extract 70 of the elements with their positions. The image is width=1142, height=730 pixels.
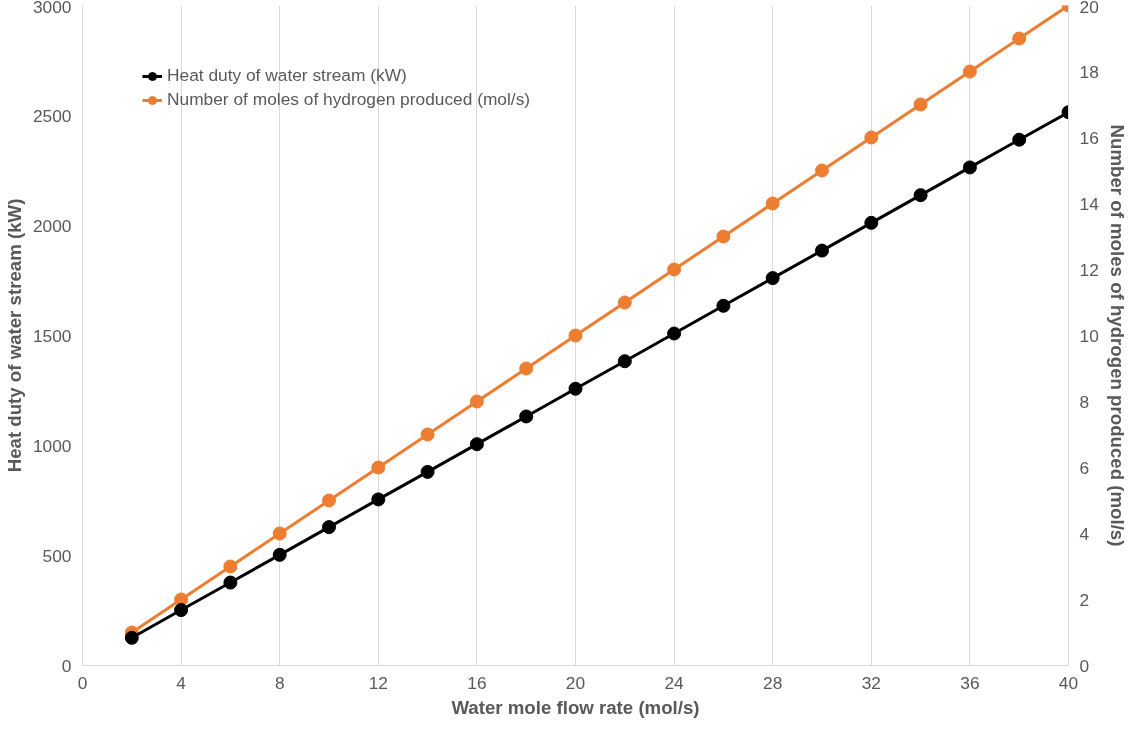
y2-tick-label: 8: [1079, 391, 1090, 412]
y2-tick-label: 20: [1079, 0, 1099, 17]
x-tick-label: 28: [763, 672, 783, 693]
point: [962, 160, 977, 175]
y-tick-label: 2000: [32, 215, 72, 236]
y-axis-title: Heat duty of water stream (kW): [3, 198, 25, 473]
x-tick-label: 36: [960, 672, 980, 693]
y2-tick-label: 10: [1079, 325, 1099, 346]
point: [223, 575, 238, 590]
point: [864, 215, 879, 230]
point: [716, 298, 731, 313]
point: [420, 464, 435, 479]
x-tick-label: 4: [176, 672, 187, 693]
y2-tick-label: 16: [1079, 127, 1099, 148]
point: [568, 328, 583, 343]
point: [617, 354, 632, 369]
point: [519, 409, 534, 424]
point: [1012, 31, 1027, 46]
y2-tick-label: 4: [1079, 523, 1090, 544]
point: [765, 196, 780, 211]
y2-tick-label: 18: [1079, 61, 1099, 82]
y-tick-label: 3000: [32, 0, 72, 17]
point: [322, 493, 336, 508]
point: [124, 630, 139, 645]
point: [420, 427, 435, 442]
y-tick-label: 2500: [32, 105, 72, 126]
y2-axis-title: Number of moles of hydrogen produced (mol/s): [1106, 124, 1128, 547]
point: [1012, 132, 1027, 147]
legend-label: Heat duty of water stream (kW): [167, 65, 407, 86]
point: [864, 130, 879, 145]
y-tick-label: 1000: [32, 435, 72, 456]
point: [322, 520, 336, 535]
x-tick-label: 32: [861, 672, 881, 693]
x-tick-label: 8: [274, 672, 285, 693]
x-tick-label: 40: [1058, 672, 1079, 693]
y2-tick-label: 6: [1079, 457, 1090, 478]
x-tick-label: 24: [664, 672, 685, 693]
point: [667, 262, 682, 277]
point: [371, 492, 386, 507]
point: [667, 326, 682, 341]
point: [765, 271, 780, 286]
x-axis-title: Water mole flow rate (mol/s): [451, 696, 700, 718]
y-tick-label: 500: [42, 545, 72, 566]
point: [272, 547, 287, 562]
point: [272, 526, 287, 541]
point: [519, 361, 534, 376]
x-tick-label: 20: [565, 672, 586, 693]
point: [962, 64, 977, 79]
x-tick-label: 12: [368, 672, 388, 693]
point: [815, 243, 829, 258]
point: [568, 381, 583, 396]
y2-tick-label: 14: [1079, 193, 1100, 214]
point: [469, 394, 484, 409]
y2-tick-label: 12: [1079, 259, 1099, 280]
point: [716, 229, 731, 244]
point: [371, 460, 386, 475]
y2-tick-label: 2: [1079, 589, 1090, 610]
point: [174, 603, 189, 618]
point: [469, 437, 484, 452]
y-tick-label: 0: [61, 655, 72, 676]
x-tick-label: 16: [467, 672, 487, 693]
point: [913, 97, 928, 112]
point: [223, 559, 238, 574]
y-tick-label: 1500: [32, 325, 72, 346]
x-tick-label: 0: [77, 672, 88, 693]
point: [617, 295, 632, 310]
point: [815, 163, 829, 178]
y2-tick-label: 0: [1079, 655, 1090, 676]
point: [913, 188, 928, 203]
legend-label: Number of moles of hydrogen produced (mol/s): [167, 89, 531, 110]
